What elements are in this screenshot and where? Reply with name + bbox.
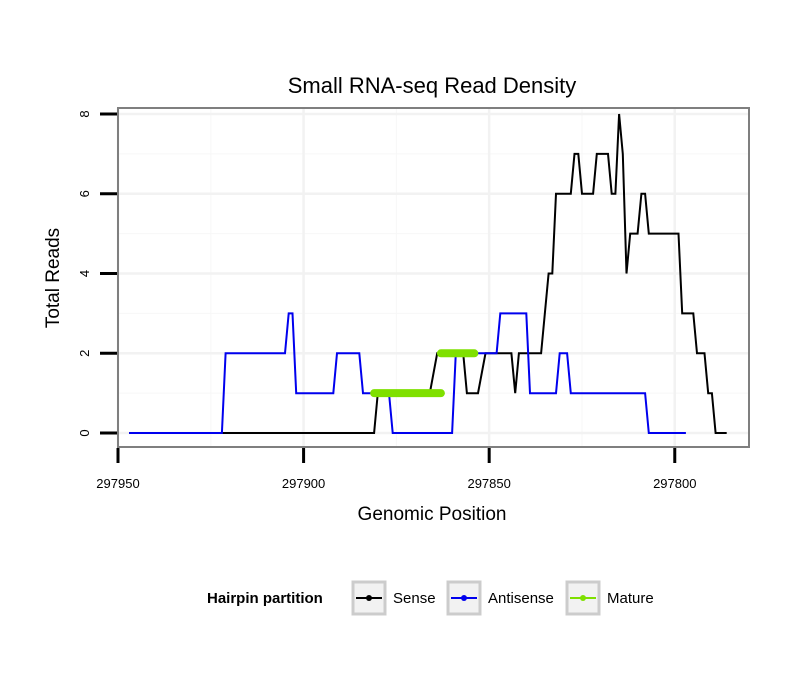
legend-label-antisense: Antisense [488,590,554,607]
legend-label-mature: Mature [607,590,654,607]
y-tick-label: 8 [77,110,92,117]
y-tick-label: 0 [77,429,92,436]
series-line-sense [129,113,727,434]
y-tick-label: 4 [77,270,92,277]
legend-point-sense [366,595,372,601]
y-tick-label: 6 [77,190,92,197]
series-layer [129,113,727,434]
y-axis-title: Total Reads [43,228,64,328]
y-tick-label: 2 [77,350,92,357]
legend-label-sense: Sense [393,590,436,607]
x-tick-label: 297800 [653,476,696,491]
legend-point-antisense [461,595,467,601]
legend-point-mature [580,595,586,601]
x-axis-title: Genomic Position [358,504,507,525]
plot-border [117,107,750,448]
y-axis: 0 2 4 6 8 [77,110,117,437]
chart-title: Small RNA-seq Read Density [288,73,577,98]
legend: Hairpin partition Sense Antisense Mature [207,580,654,616]
x-tick-label: 297950 [96,476,139,491]
legend-title: Hairpin partition [207,590,323,607]
x-tick-label: 297900 [282,476,325,491]
x-axis: 297950 297900 297850 297800 [96,448,696,491]
x-tick-label: 297850 [467,476,510,491]
